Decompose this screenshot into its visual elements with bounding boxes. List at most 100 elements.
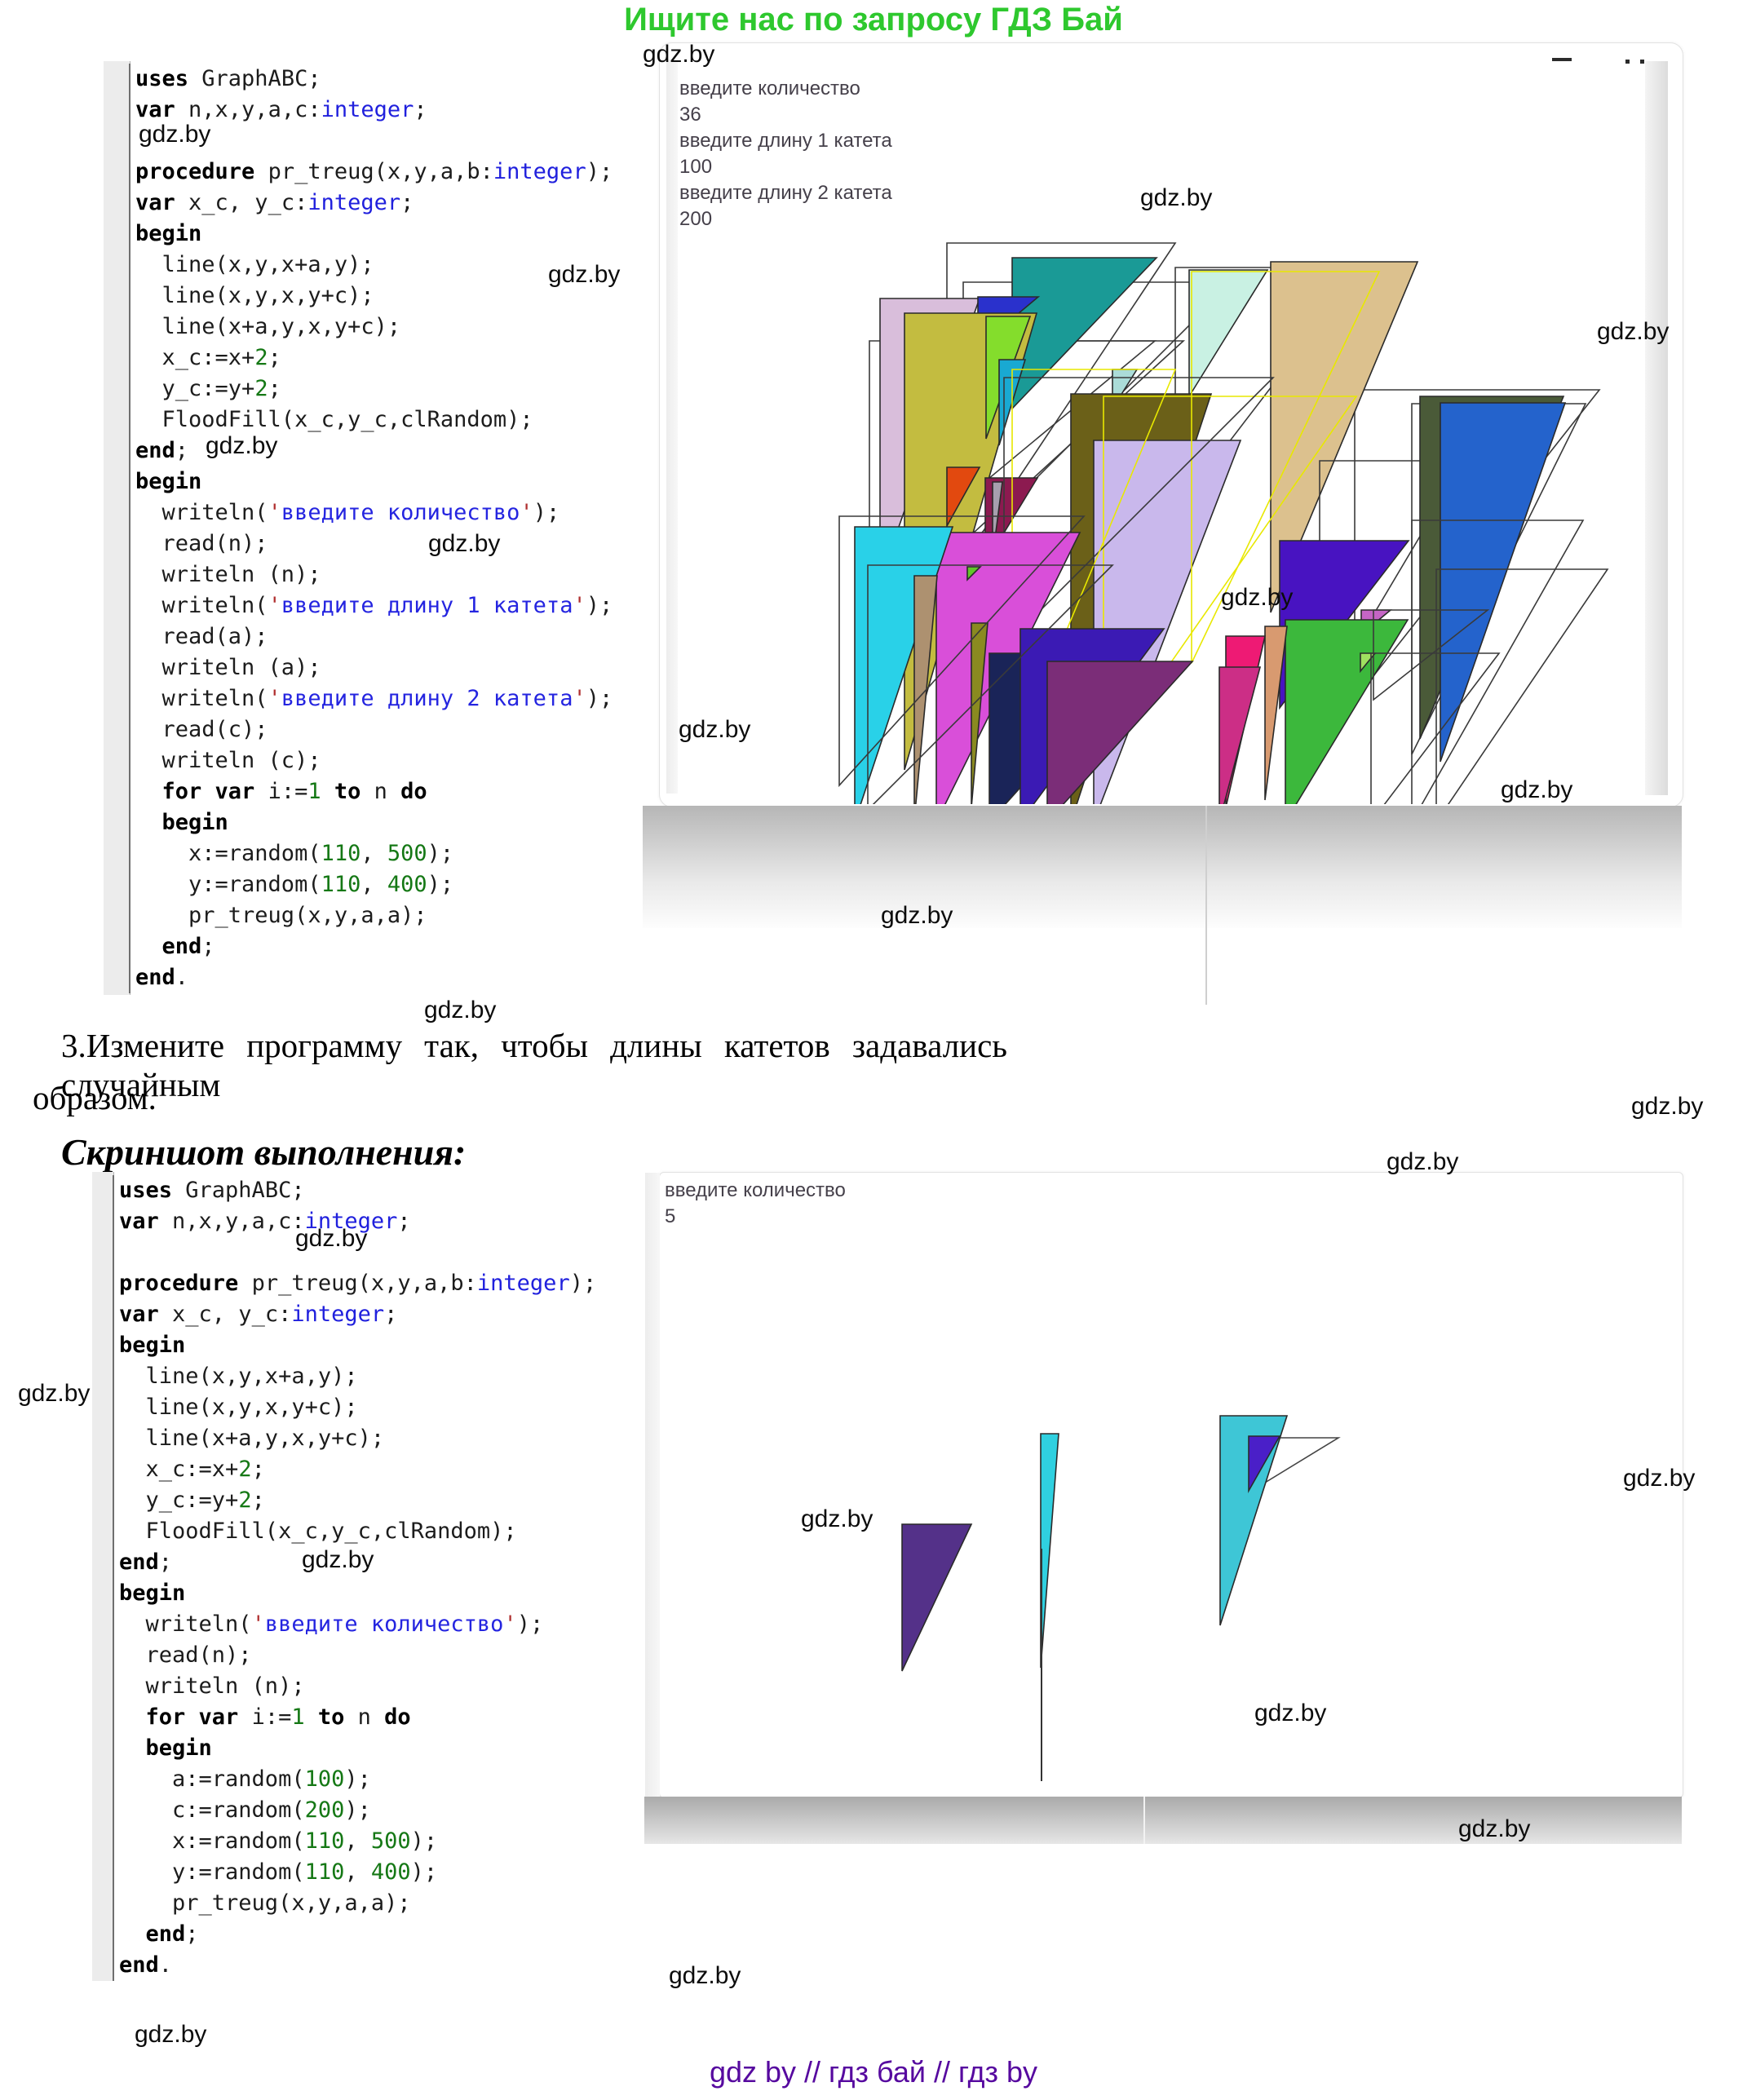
gdz-watermark: gdz.by — [669, 1962, 741, 1989]
code-line: end. — [119, 1952, 173, 1978]
code2-gutter — [92, 1172, 114, 1981]
code-line: x_c:=x+2; — [119, 1457, 265, 1482]
code-line: uses GraphABC; — [119, 1178, 305, 1203]
code-line: end; — [145, 1921, 199, 1947]
window1-dot2-icon — [1640, 60, 1644, 64]
triangle-shape — [1218, 666, 1262, 804]
divider-line-1 — [1205, 806, 1207, 1005]
code-line: x_c:=x+2; — [135, 345, 281, 370]
code-line: a:=random(100); — [119, 1766, 371, 1792]
gdz-watermark: gdz.by — [295, 1225, 368, 1252]
triangle-shape — [901, 1523, 973, 1672]
code-line: writeln (n); — [119, 1673, 305, 1699]
code-line: procedure pr_treug(x,y,a,b:integer); — [135, 159, 613, 184]
console-line: введите количество — [665, 1179, 846, 1201]
code-line: procedure pr_treug(x,y,a,b:integer); — [119, 1271, 597, 1296]
graphabc-window-2: введите количество 5 — [645, 1172, 1683, 1798]
site-footer-text: gdz by // гдз бай // гдз by — [709, 2055, 1038, 2089]
gdz-watermark: gdz.by — [1597, 318, 1670, 345]
triangle-shape — [1435, 568, 1609, 804]
task-text-line1: 3.Измените программу так, чтобы длины ка… — [61, 1027, 1007, 1103]
triangle-shape — [867, 564, 1114, 804]
gdz-watermark: gdz.by — [206, 432, 278, 459]
code-line: line(x+a,y,x,y+c); — [135, 314, 401, 339]
window1-scrollbar[interactable] — [1645, 61, 1668, 795]
code-line: read(n); — [119, 1642, 252, 1668]
gdz-watermark: gdz.by — [424, 997, 497, 1023]
code-line: begin — [145, 1735, 212, 1761]
triangle-shape — [1188, 269, 1269, 399]
code-line: pr_treug(x,y,a,a); — [135, 903, 427, 928]
triangle-shape — [1285, 619, 1409, 804]
task-text-line2: образом. — [33, 1079, 157, 1116]
console-line: введите длину 1 катета — [679, 130, 892, 152]
console-line: 200 — [679, 208, 713, 230]
code-line: begin — [119, 1333, 186, 1358]
console-line: 36 — [679, 104, 701, 126]
window2-left-edge — [645, 1173, 660, 1797]
console-line: введите количество — [679, 77, 860, 99]
code-line: y_c:=y+2; — [135, 376, 281, 401]
console-output-1: введите количество 36 введите длину 1 кате… — [679, 76, 892, 232]
window1-bottom-bar — [643, 806, 1682, 928]
triangle-shape — [1219, 1415, 1289, 1626]
code-line: y_c:=y+2; — [119, 1488, 265, 1513]
console-line: 5 — [665, 1205, 676, 1227]
console-line: введите длину 2 катета — [679, 182, 892, 204]
code-line: x:=random(110, 500); — [135, 841, 454, 866]
gdz-watermark: gdz.by — [1623, 1465, 1696, 1492]
triangle-shape — [946, 466, 981, 529]
code1-gutter — [104, 61, 130, 995]
triangle-shape — [1046, 661, 1194, 804]
screenshot-subheading: Скриншот выполнения: — [61, 1131, 467, 1173]
triangles-canvas-2 — [901, 1415, 1341, 1781]
console-output-2: введите количество 5 — [665, 1178, 846, 1230]
code-line — [119, 1237, 649, 1268]
code-line: c:=random(200); — [119, 1797, 371, 1823]
triangle-shape — [1373, 609, 1490, 701]
code-line: writeln('введите длину 2 катета'); — [135, 686, 613, 711]
code-line: pr_treug(x,y,a,a); — [119, 1890, 411, 1916]
code-line: y:=random(110, 400); — [135, 872, 454, 897]
code-line: line(x,y,x,y+c); — [135, 283, 374, 308]
gdz-watermark: gdz.by — [1501, 776, 1573, 803]
triangle-shape — [971, 622, 988, 804]
triangle-shape — [1264, 626, 1288, 801]
code-line: var x_c, y_c:integer; — [135, 190, 414, 215]
gdz-watermark: gdz.by — [1387, 1148, 1459, 1175]
gdz-watermark: gdz.by — [679, 716, 751, 743]
minimize-icon[interactable] — [1552, 58, 1572, 61]
code-line: begin — [135, 221, 202, 246]
triangle-shape — [1248, 1435, 1281, 1494]
triangle-shape — [1370, 652, 1501, 804]
gdz-watermark: gdz.by — [1221, 584, 1294, 611]
code-line: writeln (c); — [135, 748, 321, 773]
gdz-watermark: gdz.by — [302, 1546, 374, 1573]
triangle-shape — [1440, 402, 1567, 763]
code-line: line(x+a,y,x,y+c); — [119, 1426, 385, 1451]
code-line: end. — [135, 965, 189, 990]
code-line: var n,x,y,a,c:integer; — [119, 1209, 411, 1234]
code-line: writeln('введите количество'); — [119, 1611, 544, 1637]
gdz-watermark: gdz.by — [18, 1380, 91, 1407]
gdz-watermark: gdz.by — [1254, 1700, 1327, 1726]
code-line: FloodFill(x_c,y_c,clRandom); — [119, 1519, 517, 1544]
code-line: uses GraphABC; — [135, 66, 321, 91]
site-header-text: Ищите нас по запросу ГДЗ Бай — [624, 2, 1123, 38]
code-block-2: uses GraphABC; var n,x,y,a,c:integer; pro… — [113, 1175, 649, 1981]
code-line: begin — [161, 810, 228, 835]
code-line: x:=random(110, 500); — [119, 1828, 438, 1854]
code-line — [135, 126, 664, 157]
code-line: end; — [161, 934, 215, 959]
graphabc-window-1: введите количество 36 введите длину 1 кате… — [659, 42, 1683, 807]
gdz-watermark: gdz.by — [135, 2021, 207, 2048]
code-line: for var i:=1 to n do — [145, 1704, 411, 1730]
triangle-shape — [1040, 1433, 1059, 1669]
triangle-shape — [1103, 396, 1358, 762]
code-block-1: uses GraphABC; var n,x,y,a,c:integer; pro… — [129, 64, 664, 993]
code-line: for var i:=1 to n do — [161, 779, 427, 804]
code-line: FloodFill(x_c,y_c,clRandom); — [135, 407, 533, 432]
code-line: writeln('введите количество'); — [135, 500, 560, 525]
window1-left-edge — [666, 60, 678, 794]
